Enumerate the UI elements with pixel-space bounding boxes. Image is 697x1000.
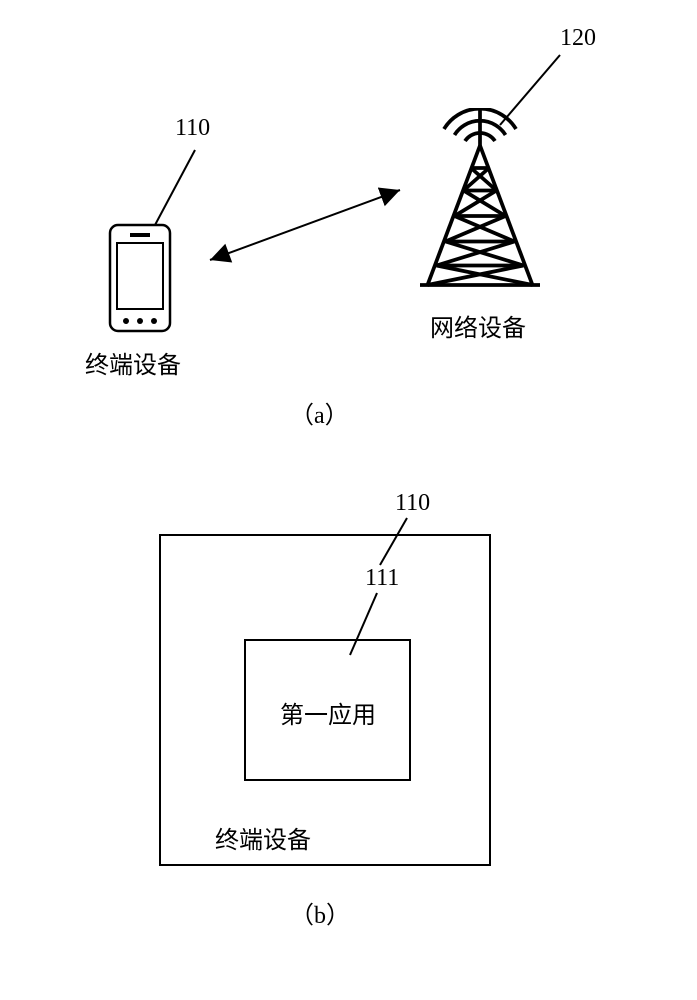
inner-box <box>245 640 410 780</box>
diagram-page: 110 120 终端设备 网络设备 （a） <box>0 0 697 1000</box>
phone-icon <box>110 225 170 331</box>
panel-a-svg <box>0 0 697 460</box>
tower-icon <box>405 108 555 288</box>
outer-box <box>160 535 490 865</box>
link-arrow <box>210 190 400 260</box>
panel-b-svg <box>0 460 697 1000</box>
outer-box-leader-line <box>380 518 407 565</box>
phone-leader-line <box>155 150 195 225</box>
inner-box-leader-line <box>350 593 377 655</box>
